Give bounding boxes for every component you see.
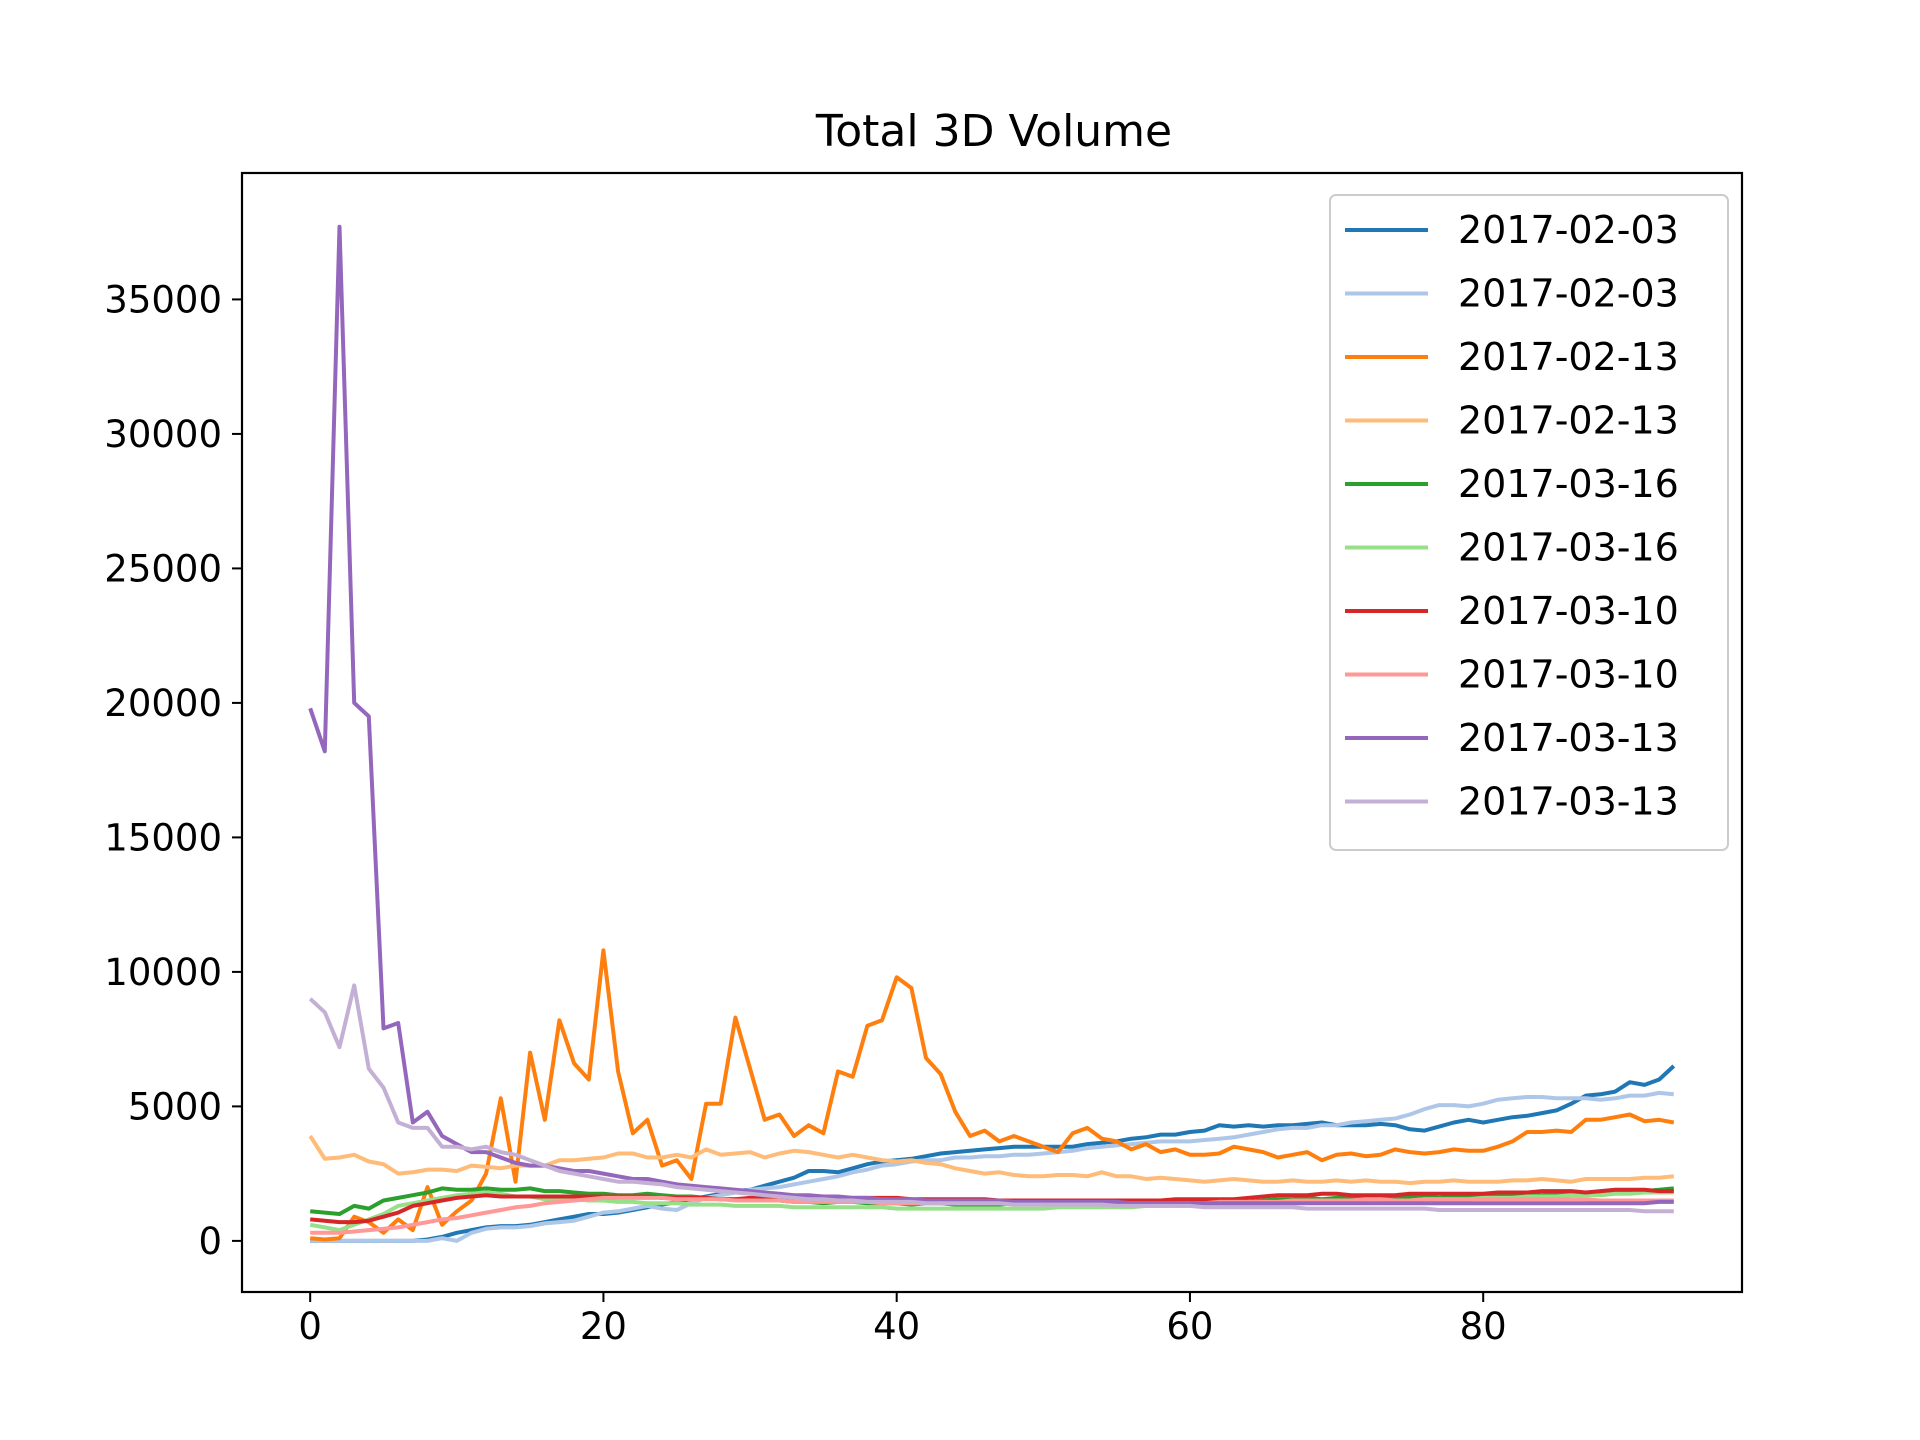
- legend-label: 2017-03-10: [1458, 589, 1679, 633]
- y-tick-label: 15000: [104, 816, 222, 859]
- legend-label: 2017-03-13: [1458, 716, 1679, 760]
- y-tick-label: 25000: [104, 547, 222, 590]
- series-line-9: [308, 224, 1674, 1206]
- legend-box: [1329, 194, 1729, 851]
- x-tick-label: 0: [298, 1305, 322, 1348]
- legend-label: 2017-03-13: [1458, 780, 1679, 824]
- plot-lines: [308, 224, 1676, 1243]
- y-tick-label: 35000: [104, 278, 222, 321]
- y-tick-label: 10000: [104, 951, 222, 994]
- series-line-10: [308, 983, 1674, 1214]
- series-line-3: [310, 948, 1675, 1242]
- x-tick-label: 20: [580, 1305, 627, 1348]
- legend-label: 2017-02-03: [1458, 208, 1679, 252]
- y-tick-label: 5000: [128, 1085, 222, 1128]
- y-tick-label: 30000: [104, 413, 222, 456]
- y-axis: 0 5000 10000 15000 20000 25000 30000 35000: [104, 278, 242, 1263]
- y-tick-label: 20000: [104, 682, 222, 725]
- series-line-2: [310, 1090, 1674, 1243]
- legend-label: 2017-03-16: [1458, 526, 1679, 570]
- x-tick-label: 40: [873, 1305, 920, 1348]
- legend-label: 2017-02-13: [1458, 335, 1679, 379]
- x-tick-label: 60: [1166, 1305, 1213, 1348]
- axes-frame: [240, 171, 1744, 1294]
- x-tick-label: 80: [1460, 1305, 1507, 1348]
- chart-title: Total 3D Volume: [815, 106, 1172, 157]
- legend-label: 2017-02-03: [1458, 272, 1679, 316]
- legend-label: 2017-03-10: [1458, 653, 1679, 697]
- legend-label: 2017-02-13: [1458, 399, 1679, 443]
- x-axis: 0 20 40 60 80: [298, 1292, 1507, 1348]
- legend: 2017-02-03 2017-02-03 2017-02-13 2017-02-13…: [1329, 194, 1729, 851]
- y-tick-label: 0: [198, 1220, 222, 1263]
- legend-label: 2017-03-16: [1458, 462, 1679, 506]
